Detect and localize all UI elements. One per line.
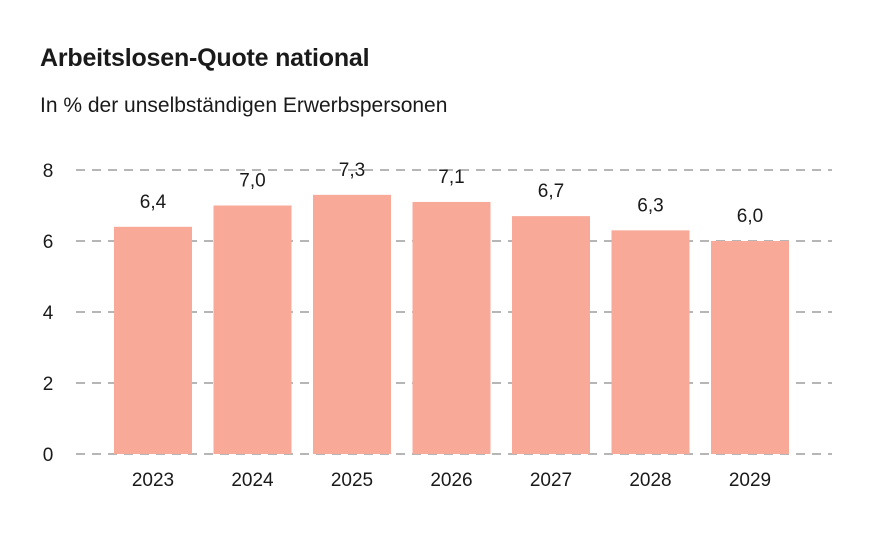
x-tick-label-2029: 2029 bbox=[729, 470, 771, 491]
bar-2023 bbox=[114, 226, 192, 454]
bar-2025 bbox=[313, 194, 391, 454]
x-axis-ticks: 2023 2024 2025 2026 2027 2028 2029 bbox=[132, 470, 771, 491]
x-tick-label-2025: 2025 bbox=[331, 470, 373, 491]
chart-subtitle: In % der unselbständigen Erwerbspersonen bbox=[40, 94, 448, 117]
bar-2026 bbox=[412, 201, 491, 454]
bar-2029 bbox=[711, 241, 789, 454]
bars bbox=[114, 194, 789, 454]
grid-lines bbox=[76, 169, 832, 455]
chart-title: Arbeitslosen-Quote national bbox=[40, 44, 370, 72]
x-tick-label-2027: 2027 bbox=[530, 470, 572, 491]
y-tick-label: 2 bbox=[43, 374, 54, 395]
data-labels: 6,4 7,0 7,3 7,1 6,7 6,3 6,0 bbox=[140, 160, 763, 227]
data-label-2028: 6,3 bbox=[637, 195, 663, 216]
bar-2028 bbox=[611, 230, 690, 454]
x-tick-label-2026: 2026 bbox=[430, 470, 472, 491]
data-label-2027: 6,7 bbox=[538, 181, 564, 202]
y-tick-label: 0 bbox=[43, 445, 54, 466]
x-tick-label-2023: 2023 bbox=[132, 470, 174, 491]
x-tick-label-2028: 2028 bbox=[629, 470, 671, 491]
bar-2024 bbox=[213, 205, 292, 454]
x-tick-label-2024: 2024 bbox=[231, 470, 274, 491]
y-tick-label: 8 bbox=[43, 161, 54, 182]
data-label-2029: 6,0 bbox=[737, 206, 763, 227]
y-tick-label: 6 bbox=[43, 232, 54, 253]
data-label-2024: 7,0 bbox=[239, 171, 265, 192]
data-label-2025: 7,3 bbox=[339, 160, 365, 181]
y-axis-ticks: 0 2 4 6 8 bbox=[43, 161, 54, 466]
data-label-2023: 6,4 bbox=[140, 192, 167, 213]
y-tick-label: 4 bbox=[43, 303, 54, 324]
bar-2027 bbox=[512, 216, 590, 454]
data-label-2026: 7,1 bbox=[438, 167, 464, 188]
